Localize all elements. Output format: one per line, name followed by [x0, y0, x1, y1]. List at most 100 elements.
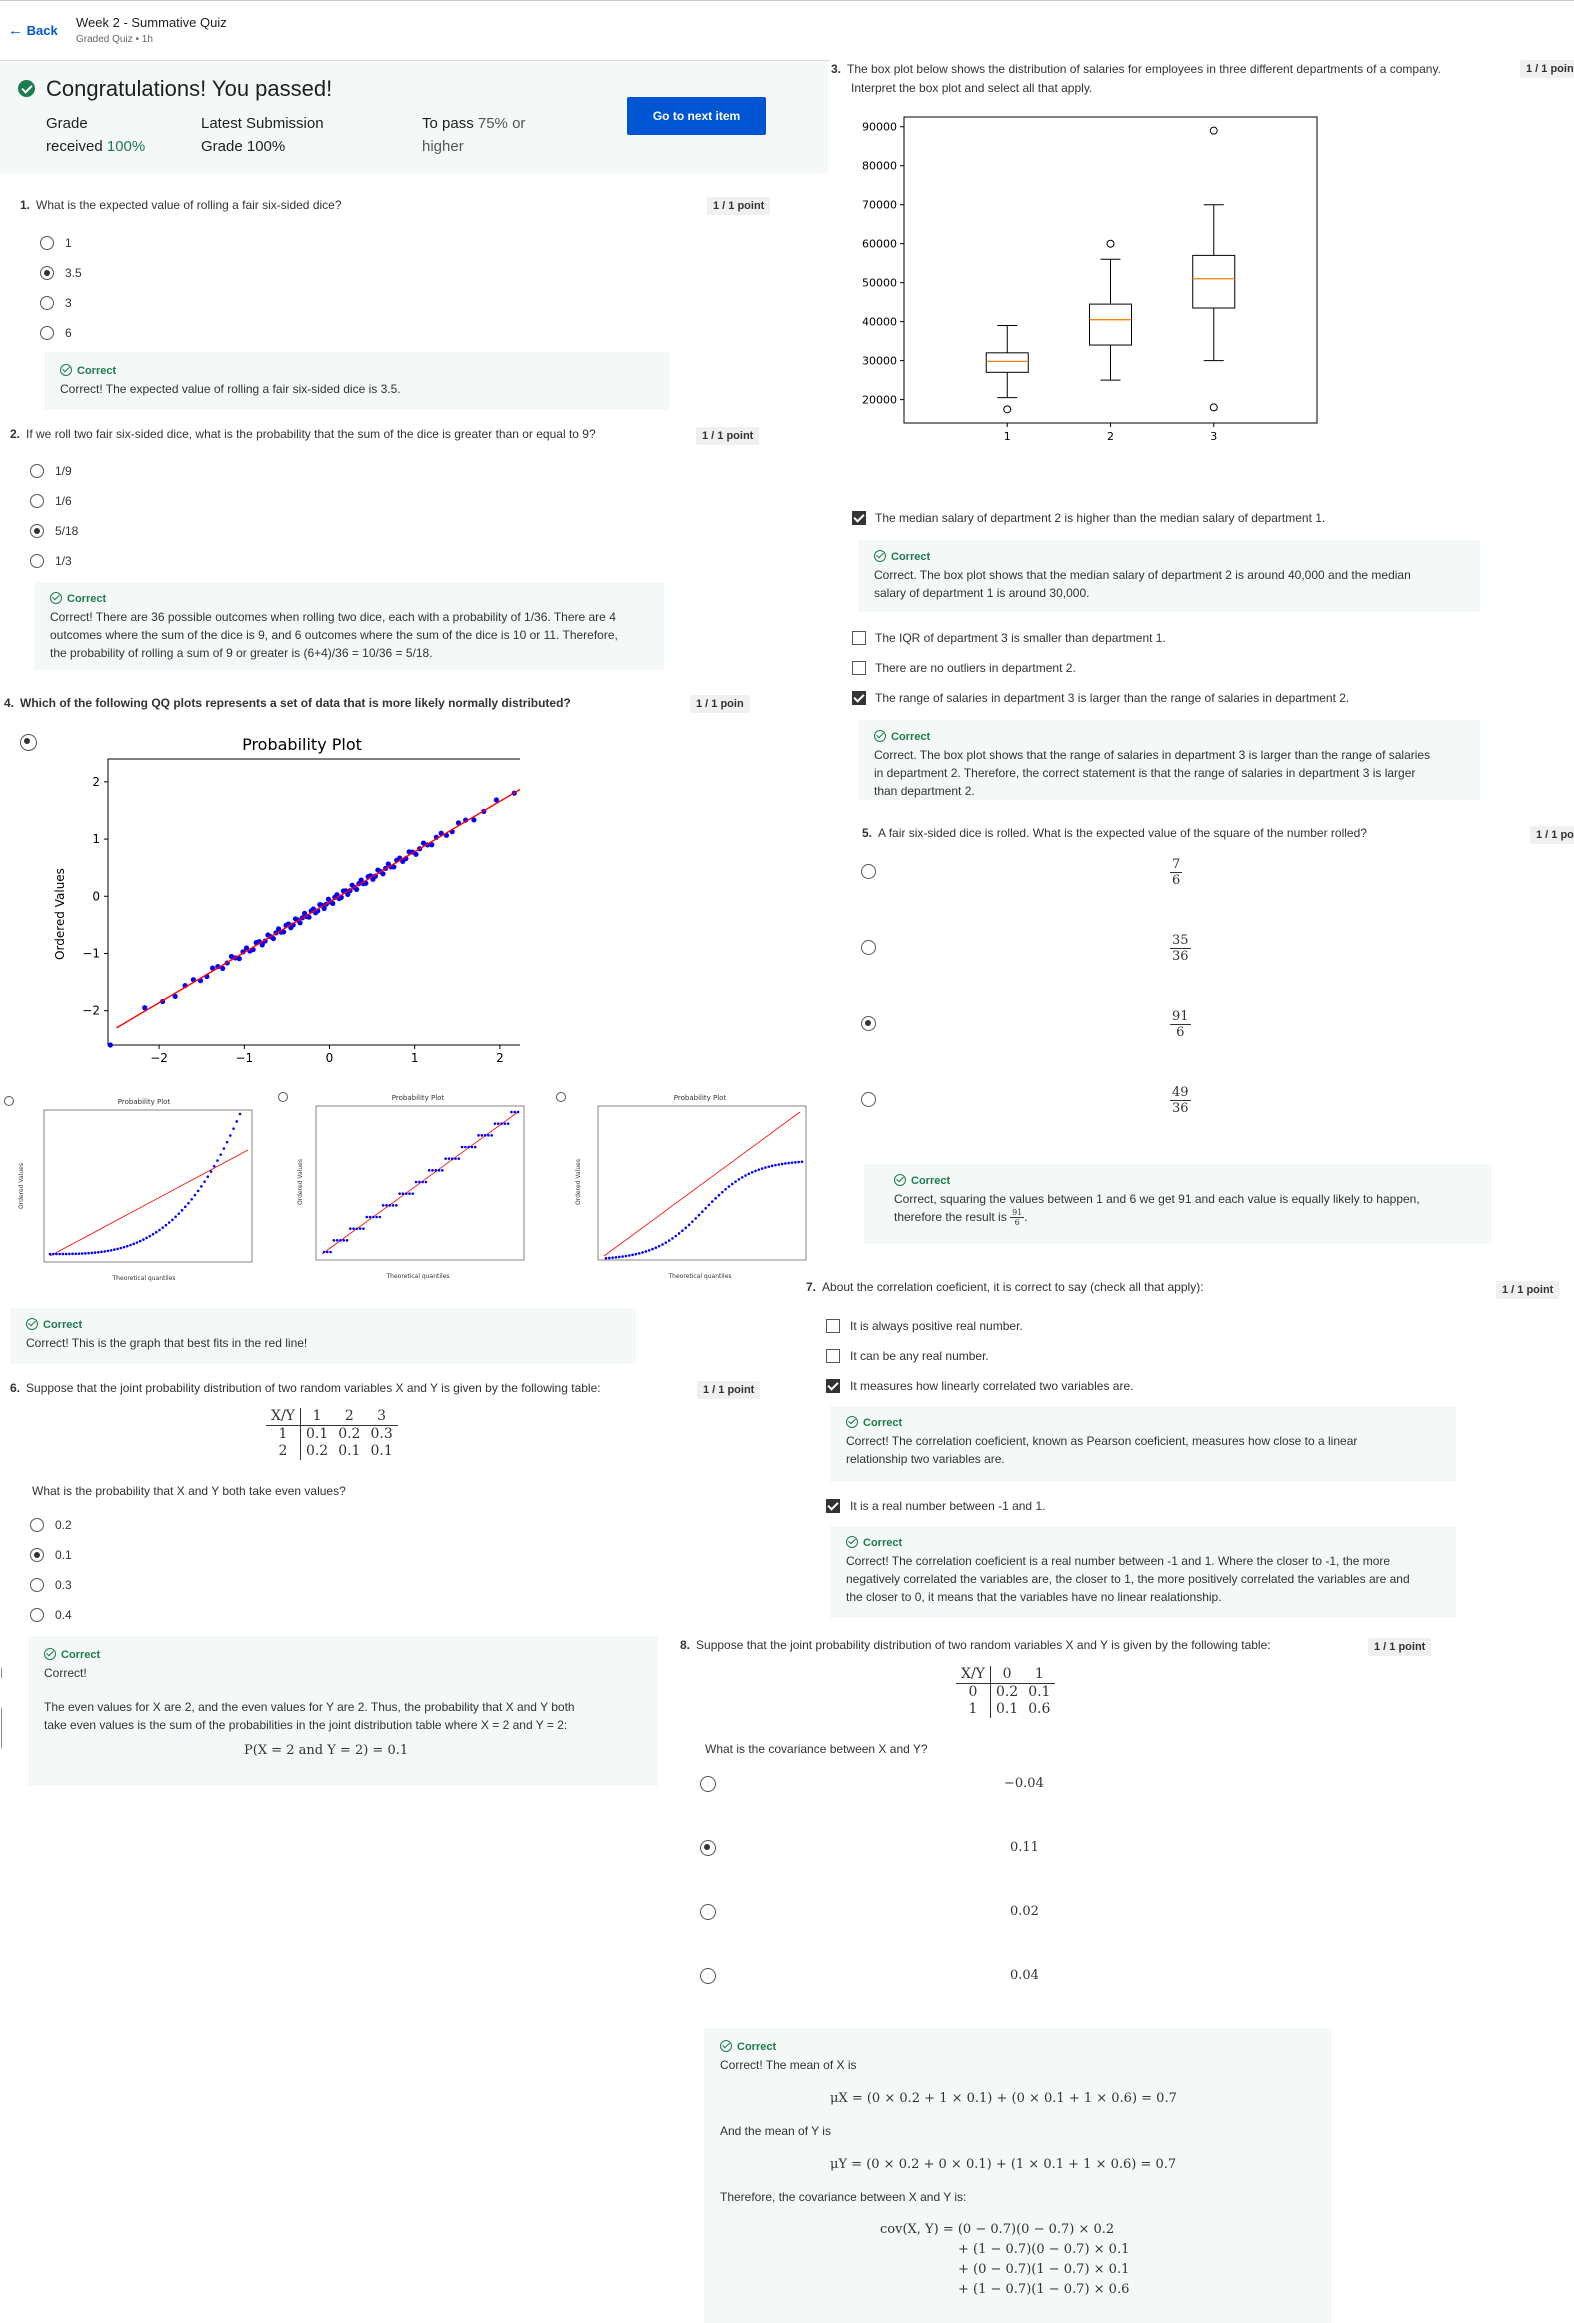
back-button[interactable]: ← Back [8, 22, 58, 39]
q2-option-label: 1/3 [55, 554, 72, 568]
q2-option-radio[interactable] [30, 554, 44, 568]
q4-option-radio[interactable] [556, 1092, 566, 1102]
q8-text: 8. Suppose that the joint probability dis… [680, 1638, 1271, 1652]
q4-option-radio[interactable] [4, 1096, 14, 1106]
check-icon [44, 1648, 56, 1660]
q7-option-checkbox[interactable] [826, 1319, 840, 1333]
edge-mark [1, 1708, 2, 1748]
q3-option-checkbox[interactable] [852, 691, 866, 705]
q3-option-checkbox[interactable] [852, 661, 866, 675]
q7-option-checkbox[interactable] [826, 1379, 840, 1393]
q7-option-label: It can be any real number. [850, 1349, 989, 1363]
qq-point [747, 1172, 751, 1176]
qq-point [116, 1247, 119, 1251]
qq-point [634, 1252, 638, 1256]
latest-block: Latest Submission Grade 100% [201, 112, 324, 158]
q6-option-radio[interactable] [30, 1548, 44, 1562]
qq-plot-c: Probability Plot Ordered Values Theoreti… [575, 1094, 807, 1280]
qq-point [209, 1170, 213, 1173]
q1-option-radio[interactable] [40, 266, 54, 280]
qq-c-frame [597, 1105, 807, 1261]
grade-value: 100% [106, 138, 146, 155]
qq-point [306, 914, 312, 920]
qq-point [687, 1223, 691, 1227]
q1-option-radio[interactable] [40, 236, 54, 250]
q3-option-checkbox[interactable] [852, 631, 866, 645]
qq-main-ylabel: Ordered Values [53, 868, 67, 960]
qq-point [222, 1147, 226, 1150]
qq-c-ylabel: Ordered Values [575, 1159, 582, 1205]
qq-point [154, 1230, 158, 1234]
qq-point [724, 1187, 727, 1191]
qq-point [717, 1193, 721, 1197]
grade-prefix: received [46, 138, 103, 155]
check-icon [60, 364, 72, 376]
qq-point [167, 1221, 171, 1224]
box-dept-1 [985, 325, 1029, 414]
qq-point [408, 1192, 411, 1195]
q4-option-radio[interactable] [278, 1092, 288, 1102]
q6-option-radio[interactable] [30, 1578, 44, 1592]
qq-a-frame [43, 1109, 253, 1263]
qq-point [380, 871, 386, 877]
qq-point [219, 1153, 222, 1156]
y-tick-label: 70000 [862, 199, 897, 212]
q7-option-checkbox[interactable] [826, 1349, 840, 1363]
q8-option-radio[interactable] [700, 1904, 716, 1920]
q2-option-radio[interactable] [30, 524, 44, 538]
qq-point [757, 1168, 761, 1171]
q5-option-radio[interactable] [861, 864, 876, 879]
q8-option-radio[interactable] [700, 1840, 716, 1856]
qq-point [196, 1189, 200, 1193]
qq-plot-b: Probability Plot Ordered Values Theoreti… [297, 1094, 525, 1280]
qq-point [760, 1167, 764, 1170]
q3-option-label: The range of salaries in department 3 is… [875, 691, 1350, 705]
qq-point [777, 1163, 781, 1166]
qq-point [654, 1246, 658, 1250]
q5-option-fraction: 49 36 [1170, 1085, 1191, 1116]
qq-point [297, 920, 303, 926]
q2-option-radio[interactable] [30, 464, 44, 478]
qq-point [493, 1122, 497, 1125]
q1-option-radio[interactable] [40, 326, 54, 340]
check-circle-icon [18, 80, 35, 97]
qq-point [187, 1201, 190, 1205]
q5-option-radio[interactable] [861, 1016, 876, 1031]
q6-option-radio[interactable] [30, 1518, 44, 1532]
qq-point [391, 864, 397, 870]
q5-option-radio[interactable] [861, 940, 876, 955]
q7-option-checkbox[interactable] [826, 1499, 840, 1513]
q6-option-radio[interactable] [30, 1608, 44, 1622]
q3-option-checkbox[interactable] [852, 511, 866, 525]
check-icon [846, 1536, 858, 1548]
q1-option-label: 6 [65, 326, 72, 340]
q6-option-label: 0.4 [55, 1608, 72, 1622]
q2-option-label: 5/18 [55, 524, 79, 538]
q4-option-radio[interactable] [20, 734, 37, 751]
q8-option-radio[interactable] [700, 1776, 716, 1792]
qq-point [203, 1180, 206, 1183]
qq-point [477, 1134, 480, 1137]
qq-point [413, 851, 419, 857]
grade-label: Grade [46, 115, 88, 132]
q1-option-radio[interactable] [40, 296, 54, 310]
q5-option-fraction: 35 36 [1170, 933, 1191, 964]
q5-option-radio[interactable] [861, 1092, 876, 1107]
latest-label: Latest Submission [201, 115, 324, 132]
qq-point [375, 1215, 378, 1219]
q2-feedback: Correct Correct! There are 36 possible o… [34, 582, 664, 670]
qq-point [238, 1112, 242, 1116]
y-tick-label: 50000 [862, 277, 897, 290]
q3-text: 3. The box plot below shows the distribut… [831, 62, 1441, 95]
q2-option-radio[interactable] [30, 494, 44, 508]
q3-feedback-1: Correct Correct. The box plot shows that… [858, 540, 1480, 612]
qq-point [335, 1239, 339, 1242]
qq-point [212, 1164, 216, 1168]
qq-point [787, 1161, 791, 1165]
q7-text: 7. About the correlation coeficient, it i… [806, 1280, 1204, 1294]
qq-point [414, 1180, 418, 1184]
go-to-next-item-button[interactable]: Go to next item [627, 97, 766, 135]
q8-option-radio[interactable] [700, 1968, 716, 1984]
qq-c-title: Probability Plot [674, 1094, 727, 1102]
qq-point [651, 1247, 654, 1251]
